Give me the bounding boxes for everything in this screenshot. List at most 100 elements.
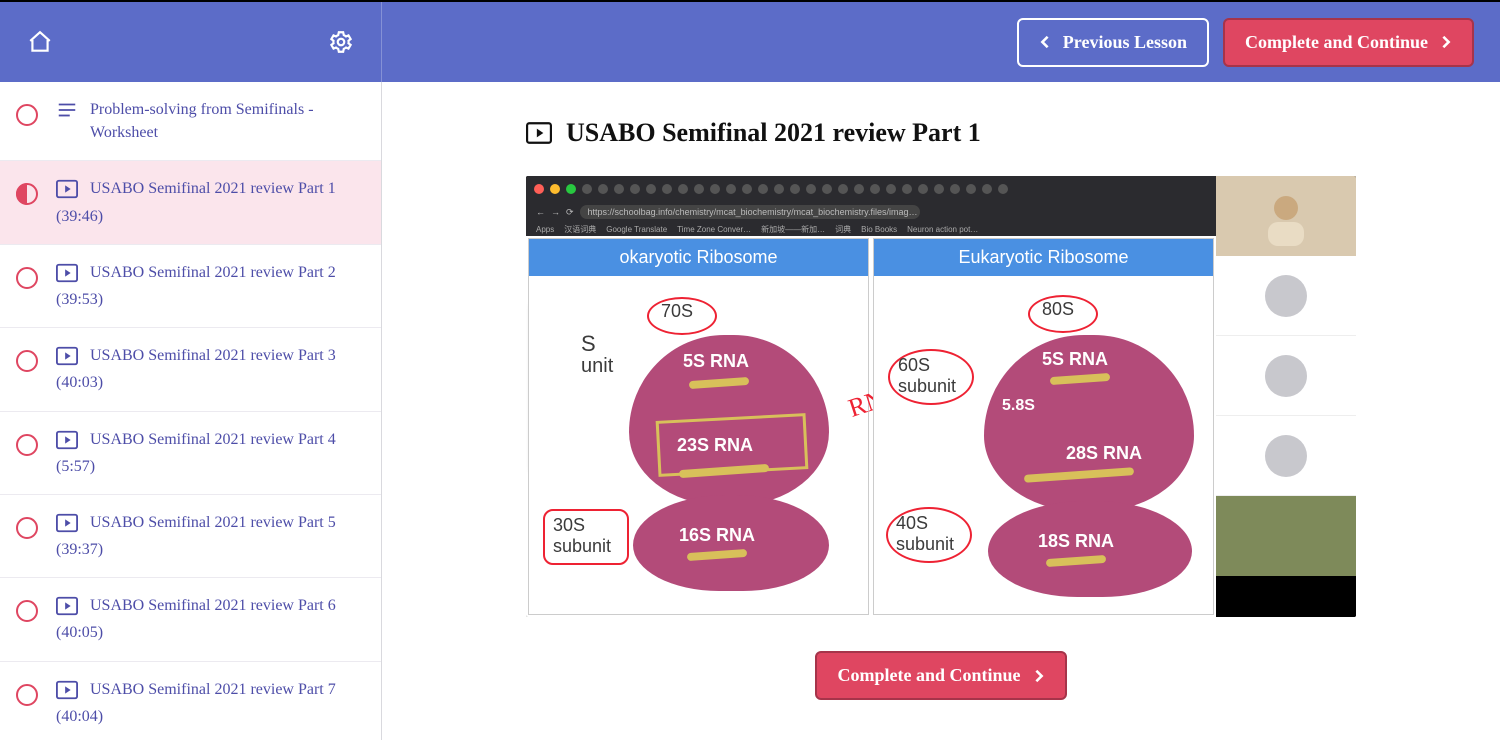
tab-dot	[790, 184, 800, 194]
complete-continue-label-top: Complete and Continue	[1245, 32, 1428, 53]
panel-right-top-tag: 80S	[1042, 299, 1074, 320]
tab-dot	[678, 184, 688, 194]
play-box-icon	[56, 179, 78, 199]
tab-dot	[646, 184, 656, 194]
tab-dot	[630, 184, 640, 194]
play-box-icon	[56, 513, 78, 533]
traffic-light-close-icon	[534, 184, 544, 194]
slide-panel-eukaryotic: Eukaryotic Ribosome 80S 60S subunit 5S R…	[873, 238, 1214, 615]
lesson-duration: (5:57)	[56, 455, 363, 478]
play-box-icon	[56, 263, 78, 283]
traffic-light-max-icon	[566, 184, 576, 194]
nav-reload-icon: ⟳	[566, 207, 574, 218]
lesson-status-icon	[16, 350, 38, 372]
tab-dot	[934, 184, 944, 194]
lesson-title-text: USABO Semifinal 2021 review Part 2	[90, 261, 336, 284]
sidebar-lesson-item[interactable]: USABO Semifinal 2021 review Part 3 (40:03…	[0, 328, 381, 411]
lesson-title-text: USABO Semifinal 2021 review Part 3	[90, 344, 336, 367]
lesson-meta: USABO Semifinal 2021 review Part 7 (40:04…	[56, 678, 363, 728]
panel-left-sub-bottom: 30S subunit	[553, 515, 611, 557]
lesson-duration: (39:53)	[56, 288, 363, 311]
tab-dot	[950, 184, 960, 194]
tab-dot	[870, 184, 880, 194]
tab-dot	[982, 184, 992, 194]
panel-right-sub-top: 60S subunit	[898, 355, 956, 397]
tab-dot	[838, 184, 848, 194]
lesson-meta: USABO Semifinal 2021 review Part 3 (40:03…	[56, 344, 363, 394]
lesson-meta: USABO Semifinal 2021 review Part 1(39:46…	[56, 177, 363, 227]
panel-right-header: Eukaryotic Ribosome	[874, 239, 1213, 276]
rna-label: 18S RNA	[1038, 531, 1114, 552]
lesson-status-icon	[16, 600, 38, 622]
complete-continue-label-bottom: Complete and Continue	[837, 665, 1020, 686]
bookmark-item: 汉语词典	[564, 224, 596, 235]
lesson-duration: (40:05)	[56, 621, 363, 644]
play-box-icon	[56, 680, 78, 700]
sidebar-lesson-item[interactable]: USABO Semifinal 2021 review Part 7 (40:04…	[0, 662, 381, 740]
video-player[interactable]: ← → ⟳ https://schoolbag.info/chemistry/m…	[526, 176, 1356, 617]
avatar-icon	[1265, 355, 1307, 397]
gear-icon	[328, 29, 354, 55]
previous-lesson-button[interactable]: Previous Lesson	[1017, 18, 1209, 67]
participant-thumbnail	[1216, 496, 1356, 576]
lesson-title-text: Problem-solving from Semifinals - Worksh…	[90, 98, 363, 144]
lesson-status-icon	[16, 267, 38, 289]
tab-dot	[598, 184, 608, 194]
sidebar-lesson-item[interactable]: Problem-solving from Semifinals - Worksh…	[0, 82, 381, 161]
lesson-status-icon	[16, 517, 38, 539]
panel-left-frag1: S	[581, 331, 596, 357]
play-box-icon	[56, 430, 78, 450]
bookmark-item: Time Zone Conver…	[677, 225, 751, 234]
sidebar-lesson-item[interactable]: USABO Semifinal 2021 review Part 6(40:05…	[0, 578, 381, 661]
lesson-status-icon	[16, 183, 38, 205]
chevron-right-icon	[1033, 669, 1045, 683]
document-icon	[56, 100, 78, 120]
annotation-rect	[656, 413, 809, 477]
sidebar-lesson-item[interactable]: USABO Semifinal 2021 review Part 1(39:46…	[0, 161, 381, 244]
sidebar-lesson-item[interactable]: USABO Semifinal 2021 review Part 5(39:37…	[0, 495, 381, 578]
play-box-icon	[526, 122, 552, 144]
sidebar-lesson-item[interactable]: USABO Semifinal 2021 review Part 4(5:57)	[0, 412, 381, 495]
complete-continue-button-top[interactable]: Complete and Continue	[1223, 18, 1474, 67]
avatar-icon	[1265, 435, 1307, 477]
tab-dot	[614, 184, 624, 194]
bookmark-item: 词典	[835, 224, 851, 235]
rna-label: 5.8S	[1002, 397, 1035, 415]
lesson-meta: USABO Semifinal 2021 review Part 5(39:37…	[56, 511, 363, 561]
bookmark-item: Apps	[536, 225, 554, 234]
lesson-title-text: USABO Semifinal 2021 review Part 7	[90, 678, 336, 701]
play-box-icon	[56, 596, 78, 616]
tab-dot	[758, 184, 768, 194]
tab-dot	[582, 184, 592, 194]
tab-dot	[822, 184, 832, 194]
lesson-meta: USABO Semifinal 2021 review Part 4(5:57)	[56, 428, 363, 478]
panel-right-sub-bottom: 40S subunit	[896, 513, 954, 555]
lesson-title-text: USABO Semifinal 2021 review Part 5	[90, 511, 336, 534]
home-button[interactable]	[24, 26, 56, 58]
sidebar-lesson-item[interactable]: USABO Semifinal 2021 review Part 2 (39:53…	[0, 245, 381, 328]
tab-dot	[710, 184, 720, 194]
lesson-duration: (40:04)	[56, 705, 363, 728]
tab-dot	[918, 184, 928, 194]
chevron-right-icon	[1440, 35, 1452, 49]
panel-left-frag2: unit	[581, 355, 613, 378]
lesson-duration: (40:03)	[56, 371, 363, 394]
lesson-meta: USABO Semifinal 2021 review Part 6(40:05…	[56, 594, 363, 644]
lesson-status-icon	[16, 434, 38, 456]
lesson-sidebar[interactable]: Problem-solving from Semifinals - Worksh…	[0, 82, 382, 740]
tab-dot	[694, 184, 704, 194]
tab-dot	[726, 184, 736, 194]
settings-button[interactable]	[325, 26, 357, 58]
lesson-content: USABO Semifinal 2021 review Part 1 ← → ⟳…	[382, 82, 1500, 740]
body: Problem-solving from Semifinals - Worksh…	[0, 82, 1500, 740]
complete-continue-button-bottom[interactable]: Complete and Continue	[815, 651, 1066, 700]
lesson-heading-row: USABO Semifinal 2021 review Part 1	[526, 118, 1356, 148]
bookmark-item: Neuron action pot…	[907, 225, 978, 234]
tab-dot	[966, 184, 976, 194]
nav-back-icon: ←	[536, 207, 545, 217]
rna-label: 5S RNA	[1042, 349, 1108, 370]
participant-avatar	[1216, 416, 1356, 496]
tab-dot	[886, 184, 896, 194]
play-box-icon	[56, 346, 78, 366]
lesson-duration: (39:46)	[56, 205, 363, 228]
